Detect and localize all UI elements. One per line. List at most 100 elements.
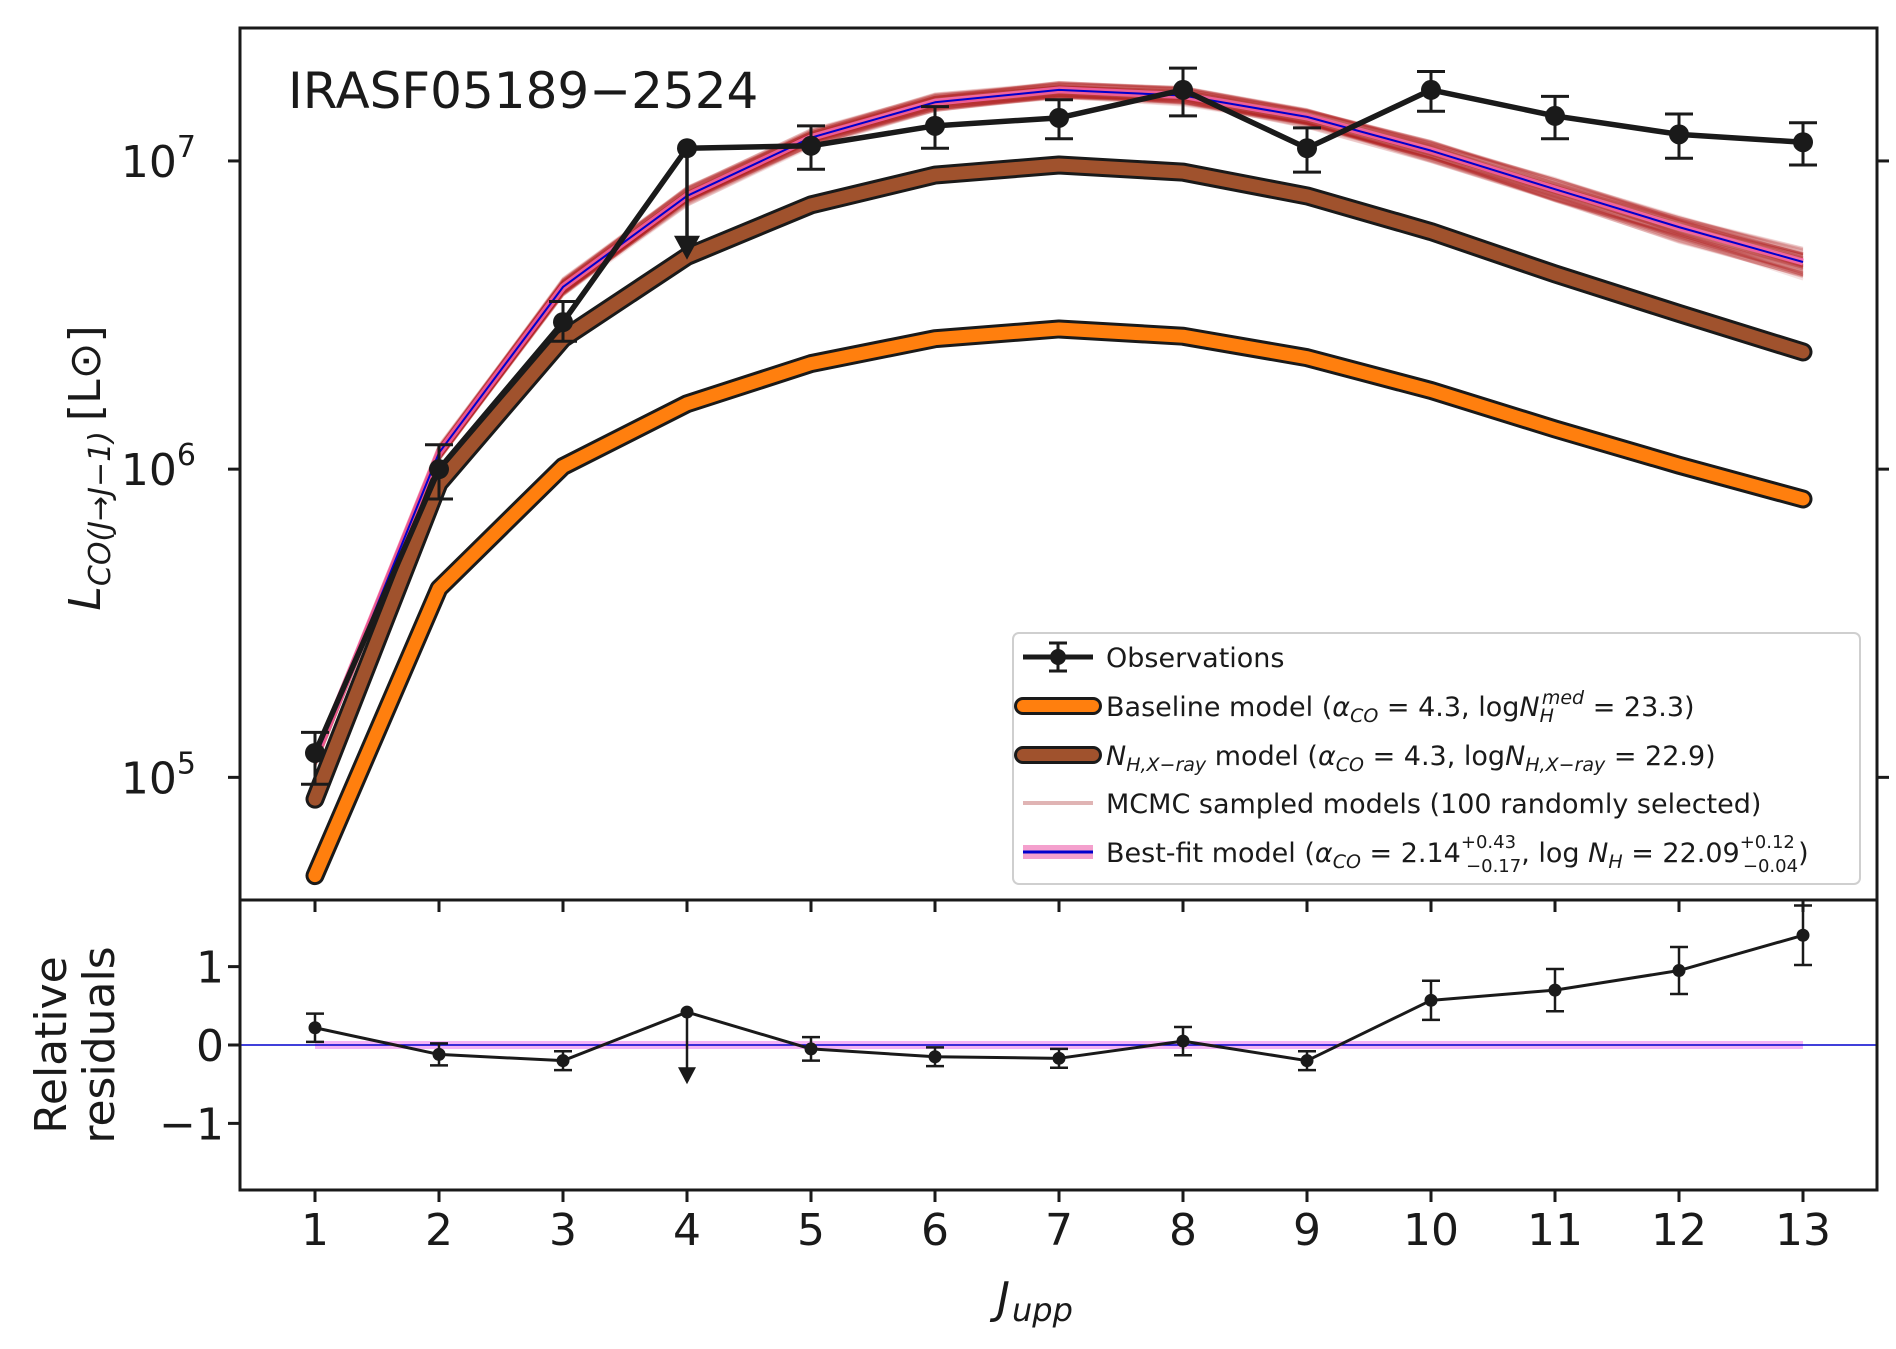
residual-point [1424,993,1438,1007]
observation-point [677,138,697,159]
x-tick-label: 5 [797,1205,825,1256]
observation-point [1545,105,1565,126]
residuals-series [306,904,1812,1085]
legend-label-baseline: Baseline model (αCO = 4.3, logNHmed = 23… [1106,687,1695,727]
observation-point [801,135,821,156]
residual-point [556,1054,570,1068]
mcmc-sample-line [313,81,1804,756]
residual-point [1548,983,1562,997]
legend-entry-observations: Observations [1023,641,1284,674]
x-tick-label: 2 [425,1205,453,1256]
mcmc-sample-line [313,95,1804,768]
mcmc-sample-line [313,93,1804,766]
best-fit-line [314,88,1804,760]
mcmc-sample-line [313,82,1804,755]
bottom-y-tick-label: −1 [159,1099,224,1150]
residual-point [680,1005,694,1019]
top-y-axis-label: LCO(J→J−1) [L⊙] [60,325,118,610]
top-y-tick-label: 106 [121,438,196,496]
chart-annotation: IRASF05189−2524 [288,62,758,120]
top-y-tick-mantissa: 10 [121,137,177,188]
residual-point [1672,964,1686,978]
observation-point [1173,79,1193,100]
x-tick-label: 13 [1775,1205,1831,1256]
x-axis-label: J upp [989,1273,1073,1329]
observation-point [1049,107,1069,128]
bottom-y-tick-label: 0 [196,1021,224,1072]
mcmc-sample-line [313,84,1804,754]
y-axis-label-unit: [L⊙] [60,325,111,421]
svg-text:LCO(J→J−1)[L⊙]: LCO(J→J−1) [L⊙] [60,325,118,610]
top-y-tick-label: 105 [121,746,196,804]
x-tick-label: 9 [1293,1205,1321,1256]
top-y-tick-exponent: 6 [177,438,196,473]
x-ticks: 1 2 3 4 5 6 7 8 9 10 11 12 13 [301,900,1831,1256]
x-tick-label: 4 [673,1205,701,1256]
residuals-label-line2: residuals [74,946,125,1143]
x-tick-label: 6 [921,1205,949,1256]
x-tick-label: 7 [1045,1205,1073,1256]
observation-point [1297,138,1317,159]
residual-upper-limit-arrow [678,1067,696,1085]
bottom-y-ticks: 1 0 −1 [159,943,240,1150]
mcmc-sample-line [313,95,1804,766]
x-tick-label: 11 [1527,1205,1583,1256]
legend-entry-baseline: Baseline model (αCO = 4.3, logNHmed = 23… [1014,687,1695,727]
x-axis-label-main: J [989,1273,1010,1324]
mcmc-sample-line [313,82,1804,756]
mcmc-sample-line [313,95,1804,766]
mcmc-sample-line [313,81,1804,756]
observation-point [1421,79,1441,100]
residual-point [1796,928,1810,942]
observation-upper-limit-arrow [674,235,700,260]
x-tick-label: 1 [301,1205,329,1256]
mcmc-sample-line [313,93,1804,765]
legend-label-mcmc: MCMC sampled models (100 randomly select… [1106,789,1761,820]
baseline-model-line [308,322,1810,883]
mcmc-sample-line [313,81,1804,754]
mcmc-sample-line [313,83,1804,757]
top-y-tick-mantissa: 10 [121,445,177,496]
mcmc-sample-line [313,82,1804,754]
top-y-tick-exponent: 7 [177,130,196,165]
observations-series [301,66,1817,786]
mcmc-sample-line [313,81,1804,756]
mcmc-sample-line [313,84,1804,755]
top-y-tick-label: 107 [121,130,196,188]
legend-frame [1012,632,1861,885]
legend-label-bestfit: Best-fit model (αCO = 2.14+0.43 −0.17, lo… [1106,832,1809,877]
mcmc-sample-line [313,93,1804,765]
mcmc-sample-line [313,82,1804,755]
observation-point [1793,132,1813,153]
mcmc-sample-line [313,96,1804,767]
legend-label-nhxray: NH,X−ray model (αCO = 4.3, logNH,X−ray =… [1106,741,1716,776]
bottom-y-axis-label: Relative residuals [26,946,125,1143]
mcmc-sample-line [313,82,1804,754]
residual-point [1300,1054,1314,1068]
observation-point [429,459,449,480]
mcmc-sample-line [313,93,1804,764]
mcmc-sample-line [313,84,1804,757]
mcmc-sample-line [313,92,1804,766]
mcmc-sample-line [313,95,1804,766]
legend-entry-nhxray: NH,X−ray model (αCO = 4.3, logNH,X−ray =… [1014,741,1716,776]
mcmc-sample-line [313,95,1804,765]
mcmc-sample-line [313,96,1804,767]
residual-point [928,1050,942,1064]
residuals-label-line1: Relative [26,956,77,1133]
x-tick-label: 10 [1403,1205,1459,1256]
mcmc-sample-line [313,82,1804,754]
legend-entry-mcmc: MCMC sampled models (100 randomly select… [1023,789,1761,820]
residual-point [1176,1034,1190,1048]
residual-point [1052,1051,1066,1065]
observation-point [305,742,325,763]
residual-point [432,1047,446,1061]
y-axis-label-sub: CO(J→J−1) [83,431,118,586]
legend-entry-bestfit: Best-fit model (αCO = 2.14+0.43 −0.17, lo… [1023,832,1809,877]
observation-point [925,115,945,136]
mcmc-sample-line [313,80,1804,757]
top-y-tick-mantissa: 10 [121,753,177,804]
mcmc-sample-line [313,92,1804,765]
